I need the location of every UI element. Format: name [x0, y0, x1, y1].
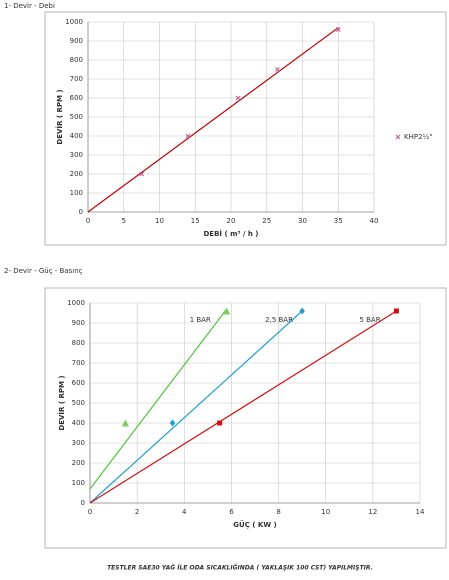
chart-frame	[44, 287, 447, 549]
data-point	[169, 419, 176, 427]
x-tick-label: 6	[229, 508, 234, 516]
series-label: 5 BAR	[359, 316, 380, 324]
chart-frame	[44, 11, 447, 246]
y-axis-label: DEVİR ( RPM )	[55, 89, 64, 144]
series-label: 2,5 BAR	[265, 316, 293, 324]
y-tick-label: 800	[72, 339, 85, 347]
y-tick-label: 700	[70, 75, 83, 83]
x-tick-label: 30	[298, 217, 307, 225]
series-label: 1 BAR	[190, 316, 211, 324]
y-tick-label: 0	[79, 208, 83, 216]
data-point	[139, 171, 145, 177]
y-tick-label: 500	[72, 399, 85, 407]
trend-line	[87, 27, 339, 213]
x-axis-label: GÜÇ ( KW )	[233, 520, 276, 529]
y-tick-label: 600	[72, 379, 85, 387]
data-point	[335, 27, 341, 33]
data-point	[223, 307, 231, 315]
x-tick-label: 2	[135, 508, 139, 516]
y-tick-label: 400	[70, 132, 83, 140]
data-point	[185, 133, 191, 139]
y-tick-label: 200	[70, 170, 83, 178]
x-tick-label: 0	[86, 217, 90, 225]
y-tick-label: 900	[72, 319, 85, 327]
data-point	[217, 420, 223, 426]
trend-line	[89, 310, 397, 504]
y-tick-label: 100	[70, 189, 83, 197]
legend-label: KHP2½"	[404, 133, 433, 141]
data-point	[299, 307, 305, 315]
data-point	[121, 419, 129, 427]
x-tick-label: 0	[88, 508, 92, 516]
y-tick-label: 900	[70, 37, 83, 45]
x-tick-label: 35	[334, 217, 343, 225]
x-tick-label: 10	[155, 217, 164, 225]
x-tick-label: 12	[368, 508, 377, 516]
data-point	[393, 308, 399, 314]
y-tick-label: 1000	[65, 18, 83, 26]
x-axis-label: DEBİ ( m³ / h )	[203, 229, 258, 238]
y-tick-label: 700	[72, 359, 85, 367]
y-tick-label: 0	[81, 499, 85, 507]
y-tick-label: 500	[70, 113, 83, 121]
y-tick-label: 400	[72, 419, 85, 427]
x-tick-label: 15	[191, 217, 200, 225]
y-tick-label: 300	[72, 439, 85, 447]
x-tick-label: 8	[276, 508, 280, 516]
x-tick-label: 20	[227, 217, 236, 225]
y-tick-label: 100	[72, 479, 85, 487]
footer-note: TESTLER SAE30 YAĞ İLE ODA SICAKLIĞINDA (…	[107, 565, 373, 572]
y-tick-label: 1000	[67, 299, 85, 307]
x-tick-label: 5	[122, 217, 126, 225]
y-tick-label: 600	[70, 94, 83, 102]
x-tick-label: 10	[321, 508, 330, 516]
trend-line	[89, 310, 303, 504]
section-title: 2- Devir - Güç - Basınç	[4, 267, 83, 275]
legend-marker	[395, 134, 401, 140]
y-tick-label: 200	[72, 459, 85, 467]
section-title: 1- Devir - Debi	[4, 2, 55, 10]
y-tick-label: 300	[70, 151, 83, 159]
data-point	[275, 67, 280, 72]
x-tick-label: 40	[370, 217, 379, 225]
x-tick-label: 14	[416, 508, 425, 516]
y-tick-label: 800	[70, 56, 83, 64]
x-tick-label: 4	[182, 508, 187, 516]
y-axis-label: DEVİR ( RPM )	[57, 375, 66, 430]
x-tick-label: 25	[262, 217, 271, 225]
trend-line	[89, 308, 228, 490]
data-point	[235, 95, 241, 101]
